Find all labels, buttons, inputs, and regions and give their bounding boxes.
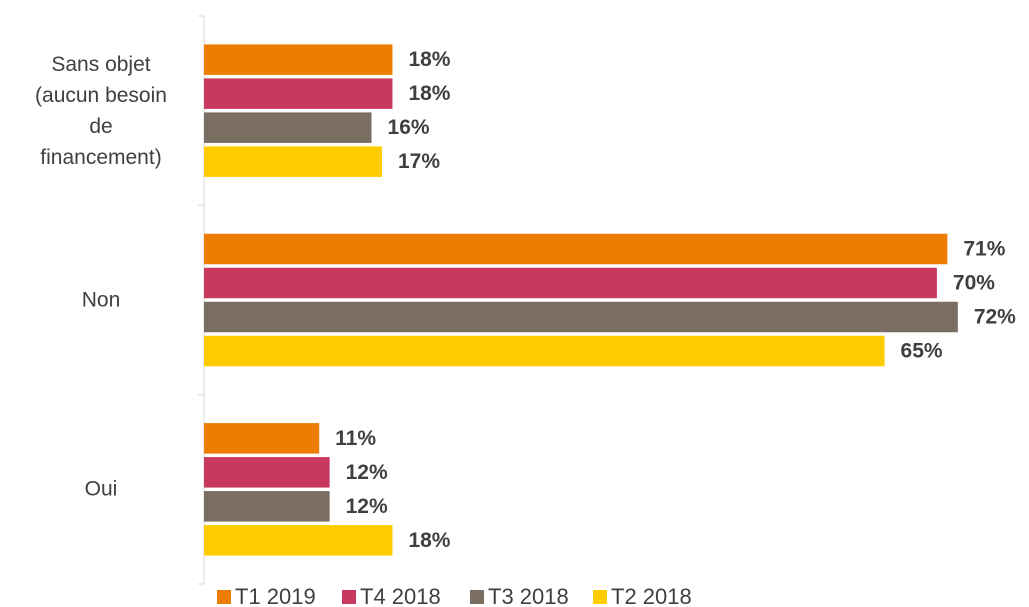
bar: [204, 423, 320, 454]
bar: [204, 233, 948, 265]
data-label: 17%: [398, 150, 440, 173]
category-label: Non: [81, 288, 121, 312]
bar: [204, 78, 393, 109]
data-label: 12%: [346, 495, 388, 518]
legend-swatch: [342, 590, 356, 604]
bar: [204, 491, 330, 522]
bar: [204, 112, 372, 143]
category-label: Sans objet (aucun besoin de financement): [35, 52, 167, 169]
data-label: 16%: [388, 116, 430, 139]
legend-label: T3 2018: [488, 584, 569, 607]
legend-swatch: [593, 590, 607, 604]
bar: [204, 525, 393, 556]
legend-label: T1 2019: [235, 584, 316, 607]
bar: [204, 44, 393, 75]
legend-label: T2 2018: [611, 584, 692, 607]
data-label: 70%: [953, 272, 995, 295]
bar: [204, 301, 958, 333]
bar: [204, 267, 937, 299]
bar: [204, 457, 330, 488]
data-label: 12%: [346, 461, 388, 484]
bar: [204, 335, 885, 367]
data-label: 18%: [408, 48, 450, 71]
data-label: 72%: [974, 306, 1016, 329]
legend-label: T4 2018: [360, 584, 441, 607]
legend-swatch: [217, 590, 231, 604]
category-label: Oui: [84, 477, 118, 501]
data-label: 11%: [335, 427, 376, 450]
bar: [204, 146, 382, 177]
data-label: 65%: [901, 340, 943, 363]
data-label: 18%: [408, 82, 450, 105]
data-label: 71%: [963, 238, 1005, 261]
data-label: 18%: [408, 529, 450, 552]
legend-swatch: [470, 590, 484, 604]
